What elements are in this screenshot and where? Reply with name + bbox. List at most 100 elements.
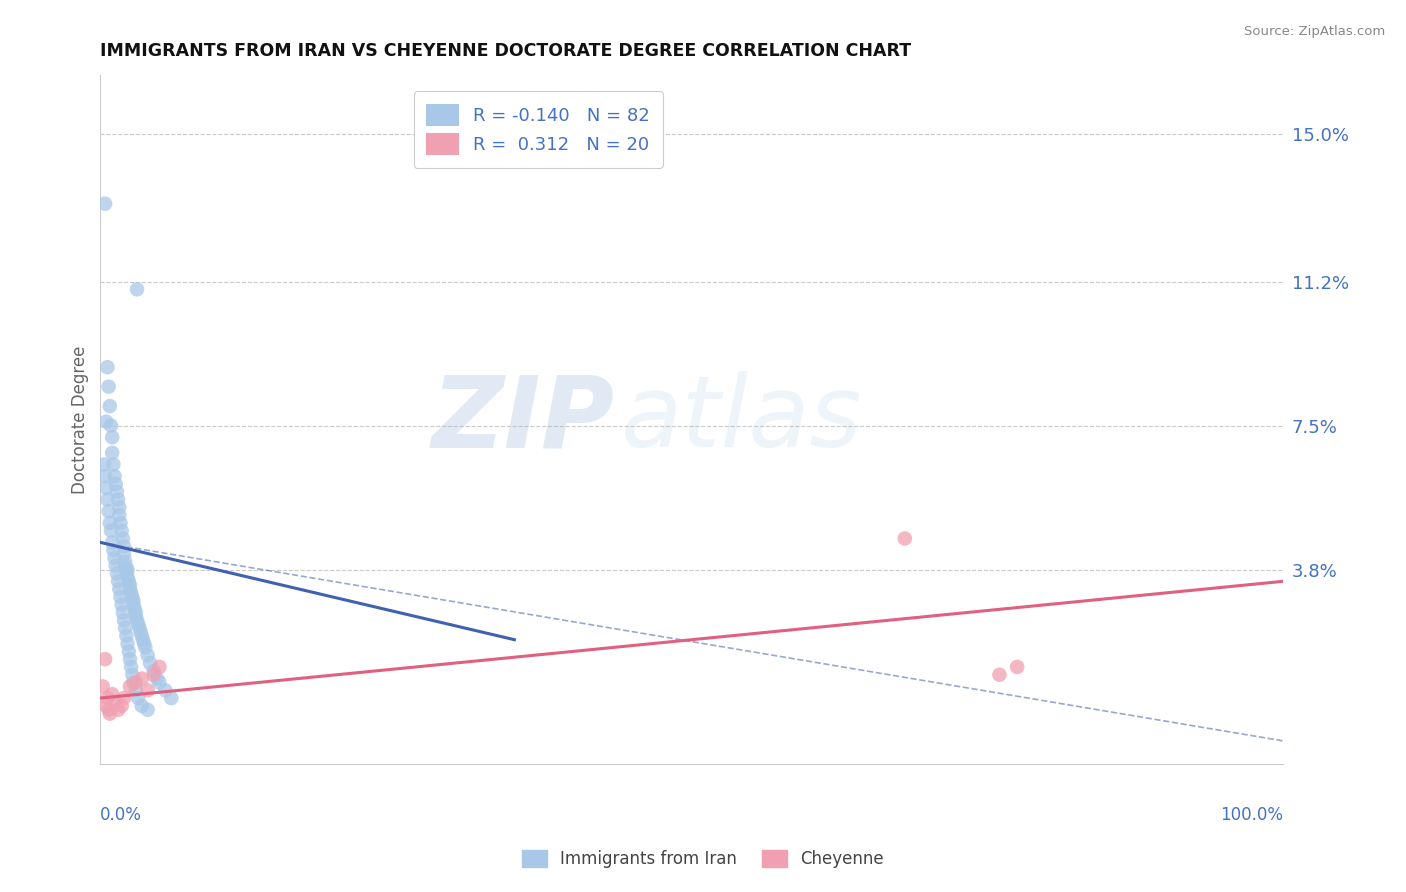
Point — [118, 574, 141, 589]
Point — [101, 430, 124, 444]
Text: atlas: atlas — [621, 371, 862, 468]
Point — [118, 582, 141, 596]
Point — [115, 566, 138, 581]
Point — [97, 504, 120, 518]
Point — [160, 691, 183, 706]
Point — [94, 196, 117, 211]
Point — [142, 667, 165, 681]
Point — [136, 683, 159, 698]
Point — [112, 691, 135, 706]
Point — [134, 637, 156, 651]
Point — [146, 672, 169, 686]
Point — [112, 613, 135, 627]
Point — [129, 624, 152, 639]
Point — [124, 601, 146, 615]
Point — [96, 481, 118, 495]
Point — [117, 563, 139, 577]
Point — [91, 680, 114, 694]
Point — [101, 446, 124, 460]
Point — [131, 698, 153, 713]
Point — [118, 652, 141, 666]
Point — [111, 606, 134, 620]
Point — [1005, 660, 1028, 674]
Point — [114, 555, 136, 569]
Point — [103, 543, 125, 558]
Point — [117, 637, 139, 651]
Point — [120, 660, 142, 674]
Point — [118, 644, 141, 658]
Point — [127, 691, 149, 706]
Point — [136, 648, 159, 663]
Point — [131, 629, 153, 643]
Point — [125, 282, 148, 296]
Point — [96, 492, 118, 507]
Text: IMMIGRANTS FROM IRAN VS CHEYENNE DOCTORATE DEGREE CORRELATION CHART: IMMIGRANTS FROM IRAN VS CHEYENNE DOCTORA… — [100, 42, 911, 60]
Point — [105, 566, 128, 581]
Point — [134, 640, 156, 655]
Point — [107, 492, 129, 507]
Point — [107, 574, 129, 589]
Point — [122, 594, 145, 608]
Point — [148, 660, 170, 674]
Point — [94, 469, 117, 483]
Point — [111, 598, 134, 612]
Point — [97, 379, 120, 393]
Point — [103, 695, 125, 709]
Point — [101, 535, 124, 549]
Point — [131, 672, 153, 686]
Point — [94, 652, 117, 666]
Point — [125, 606, 148, 620]
Point — [148, 675, 170, 690]
Point — [111, 532, 134, 546]
Point — [108, 582, 131, 596]
Point — [112, 539, 135, 553]
Point — [112, 547, 135, 561]
Point — [97, 703, 120, 717]
Point — [125, 613, 148, 627]
Point — [96, 360, 118, 375]
Point — [120, 586, 142, 600]
Point — [108, 508, 131, 522]
Point — [103, 469, 125, 483]
Point — [125, 609, 148, 624]
Y-axis label: Doctorate Degree: Doctorate Degree — [72, 345, 89, 494]
Text: Source: ZipAtlas.com: Source: ZipAtlas.com — [1244, 25, 1385, 38]
Point — [104, 558, 127, 573]
Point — [105, 484, 128, 499]
Point — [122, 675, 145, 690]
Point — [122, 598, 145, 612]
Point — [98, 706, 121, 721]
Point — [125, 683, 148, 698]
Point — [118, 578, 141, 592]
Point — [110, 590, 132, 604]
Point — [894, 532, 917, 546]
Point — [114, 558, 136, 573]
Point — [104, 477, 127, 491]
Text: 100.0%: 100.0% — [1220, 805, 1284, 823]
Point — [110, 516, 132, 530]
Point — [114, 621, 136, 635]
Point — [132, 632, 155, 647]
Point — [100, 524, 122, 538]
Point — [136, 703, 159, 717]
Point — [103, 458, 125, 472]
Point — [128, 621, 150, 635]
Point — [988, 667, 1011, 681]
Text: ZIP: ZIP — [432, 371, 614, 468]
Legend: Immigrants from Iran, Cheyenne: Immigrants from Iran, Cheyenne — [515, 843, 891, 875]
Point — [101, 687, 124, 701]
Point — [96, 698, 118, 713]
Point — [121, 667, 143, 681]
Point — [96, 415, 118, 429]
Point — [96, 691, 118, 706]
Point — [93, 458, 115, 472]
Point — [142, 664, 165, 678]
Point — [117, 570, 139, 584]
Point — [115, 629, 138, 643]
Point — [107, 703, 129, 717]
Point — [108, 500, 131, 515]
Point — [98, 399, 121, 413]
Point — [139, 656, 162, 670]
Point — [127, 617, 149, 632]
Point — [118, 680, 141, 694]
